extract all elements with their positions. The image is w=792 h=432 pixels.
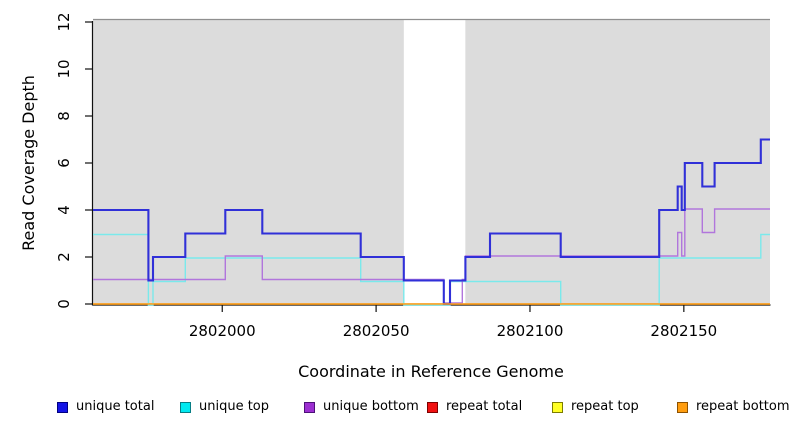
legend-item-unique-top: unique top: [180, 399, 269, 415]
x-tick-label: 2802050: [343, 322, 410, 340]
legend-label: repeat top: [571, 399, 639, 414]
legend-swatch-unique-top: [180, 401, 191, 413]
legend-item-repeat-total: repeat total: [427, 399, 522, 415]
legend-swatch-unique-bottom: [304, 401, 315, 413]
x-tick-label: 2802150: [650, 322, 717, 340]
plot-background-left: [93, 19, 404, 304]
legend-label: repeat total: [446, 399, 523, 414]
y-tick-label: 2: [55, 252, 73, 262]
y-tick-label: 4: [55, 205, 73, 215]
plot-background-right: [465, 19, 770, 304]
y-tick-label: 12: [55, 12, 73, 31]
legend-item-repeat-bottom: repeat bottom: [677, 399, 790, 415]
series-line-unique-top: [93, 233, 770, 306]
legend-swatch-repeat-total: [427, 401, 438, 413]
legend-swatch-unique-total: [57, 401, 68, 413]
y-axis-title: Read Coverage Depth: [19, 75, 38, 251]
legend-item-unique-total: unique total: [57, 399, 154, 415]
legend-label: unique top: [199, 399, 270, 414]
legend-label: unique total: [76, 399, 155, 414]
plot-layers: 2802000 2802050 2802100 2802150 0 2 4 6 8 10 12: [55, 12, 771, 340]
x-axis-title: Coordinate in Reference Genome: [298, 362, 564, 381]
legend-label: repeat bottom: [696, 399, 790, 414]
x-tick-label: 2802000: [189, 322, 256, 340]
series-line-unique-total: [93, 138, 770, 306]
legend-item-repeat-top: repeat top: [552, 399, 639, 415]
legend-swatch-repeat-bottom: [677, 401, 688, 413]
y-tick-label: 6: [55, 158, 73, 168]
legend: unique total unique top unique bottom repea…: [0, 399, 792, 419]
y-tick-label: 8: [55, 111, 73, 121]
legend-swatch-repeat-top: [552, 401, 563, 413]
y-tick-label: 0: [55, 299, 73, 309]
legend-label: unique bottom: [323, 399, 419, 414]
x-tick-label: 2802100: [497, 322, 564, 340]
legend-item-unique-bottom: unique bottom: [304, 399, 419, 415]
y-tick-label: 10: [55, 59, 73, 78]
